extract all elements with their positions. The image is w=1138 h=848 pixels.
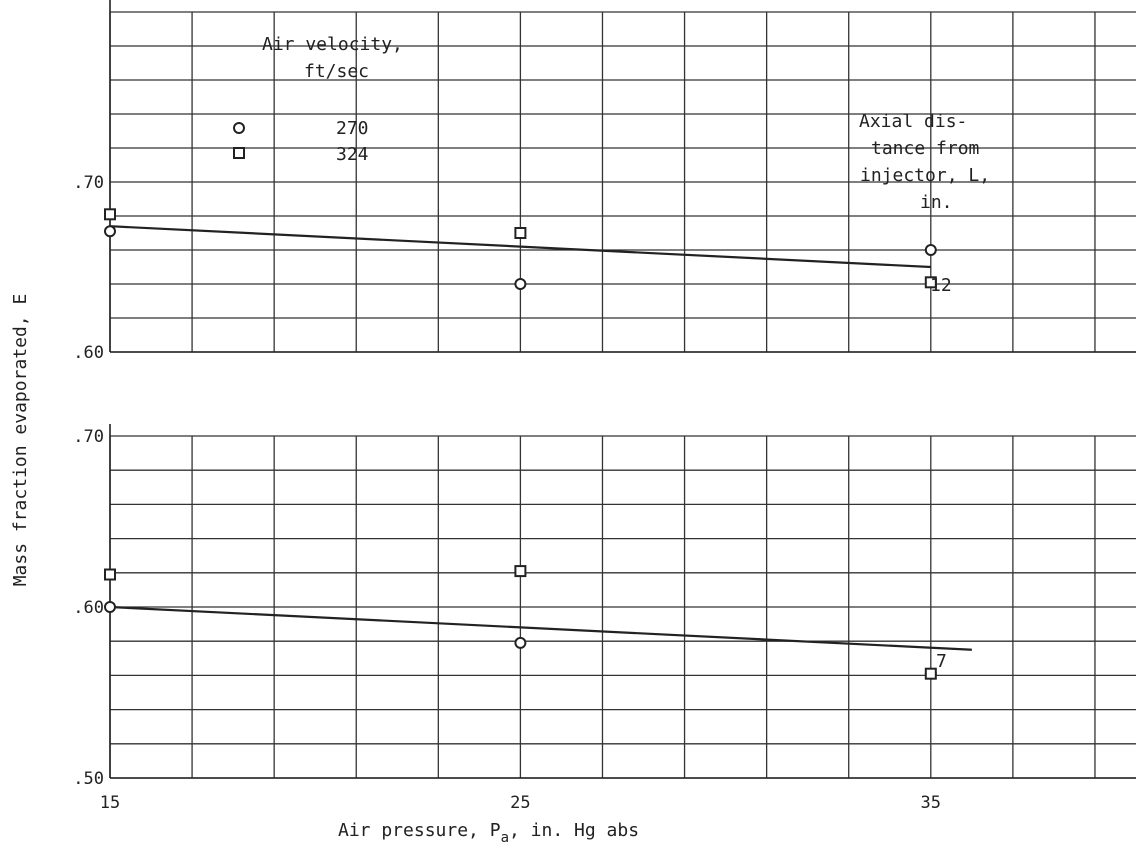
upper-panel-grid xyxy=(109,0,1136,353)
x-tick-label: 25 xyxy=(510,793,530,813)
x-axis-label-units: , in. Hg abs xyxy=(509,820,639,841)
upper-fit-line xyxy=(109,225,931,269)
annotation-line-2: tance from xyxy=(871,138,979,159)
lower-point-324 xyxy=(924,667,937,680)
legend: Air velocity, ft/sec 270 324 xyxy=(233,34,403,165)
y-axis-label: Mass fraction evaporated, E xyxy=(10,294,31,587)
lower-fit-line xyxy=(109,605,972,651)
annotation-line-3: injector, L, xyxy=(860,165,990,186)
line-label-7: 7 xyxy=(936,651,947,672)
lower-y-tick-label: .60 xyxy=(73,598,104,618)
legend-entry-324: 324 xyxy=(336,144,369,165)
lower-point-324 xyxy=(514,565,527,578)
annotation-line-1: Axial dis- xyxy=(859,111,967,132)
line-label-12: 12 xyxy=(930,275,952,296)
lower-point-270 xyxy=(104,601,116,613)
x-axis-label-subscript: a xyxy=(501,830,509,846)
upper-point-324 xyxy=(924,276,937,289)
legend-entry-270: 270 xyxy=(336,118,369,139)
legend-circle-marker xyxy=(233,122,245,134)
tick-labels: .60 .70 .50 .60 .70 15 25 35 xyxy=(73,173,941,813)
lower-point-270 xyxy=(514,636,527,649)
upper-point-324 xyxy=(104,208,116,221)
upper-y-tick-label: .70 xyxy=(73,173,104,193)
lower-y-tick-label: .50 xyxy=(73,769,104,789)
x-axis-label-main: Air pressure, P xyxy=(338,820,501,841)
x-tick-label: 35 xyxy=(921,793,941,813)
annotation-line-4: in. xyxy=(920,192,953,213)
x-axis-label: Air pressure, Pa, in. Hg abs xyxy=(338,820,639,846)
x-tick-label: 15 xyxy=(100,793,120,813)
fit-lines xyxy=(109,225,972,651)
lower-point-324 xyxy=(104,568,116,581)
legend-title-line1: Air velocity, xyxy=(262,34,403,55)
upper-y-tick-label: .60 xyxy=(73,343,104,363)
upper-point-270 xyxy=(514,278,527,290)
upper-point-270 xyxy=(924,244,937,256)
upper-point-324 xyxy=(514,227,527,239)
lower-panel-grid xyxy=(109,424,1136,779)
data-markers xyxy=(104,208,937,680)
lower-y-tick-label: .70 xyxy=(73,427,104,447)
legend-title-line2: ft/sec xyxy=(304,61,369,82)
upper-point-270 xyxy=(104,225,116,238)
legend-square-marker xyxy=(233,147,245,159)
axial-distance-annotation: Axial dis- tance from injector, L, in. xyxy=(859,111,990,213)
